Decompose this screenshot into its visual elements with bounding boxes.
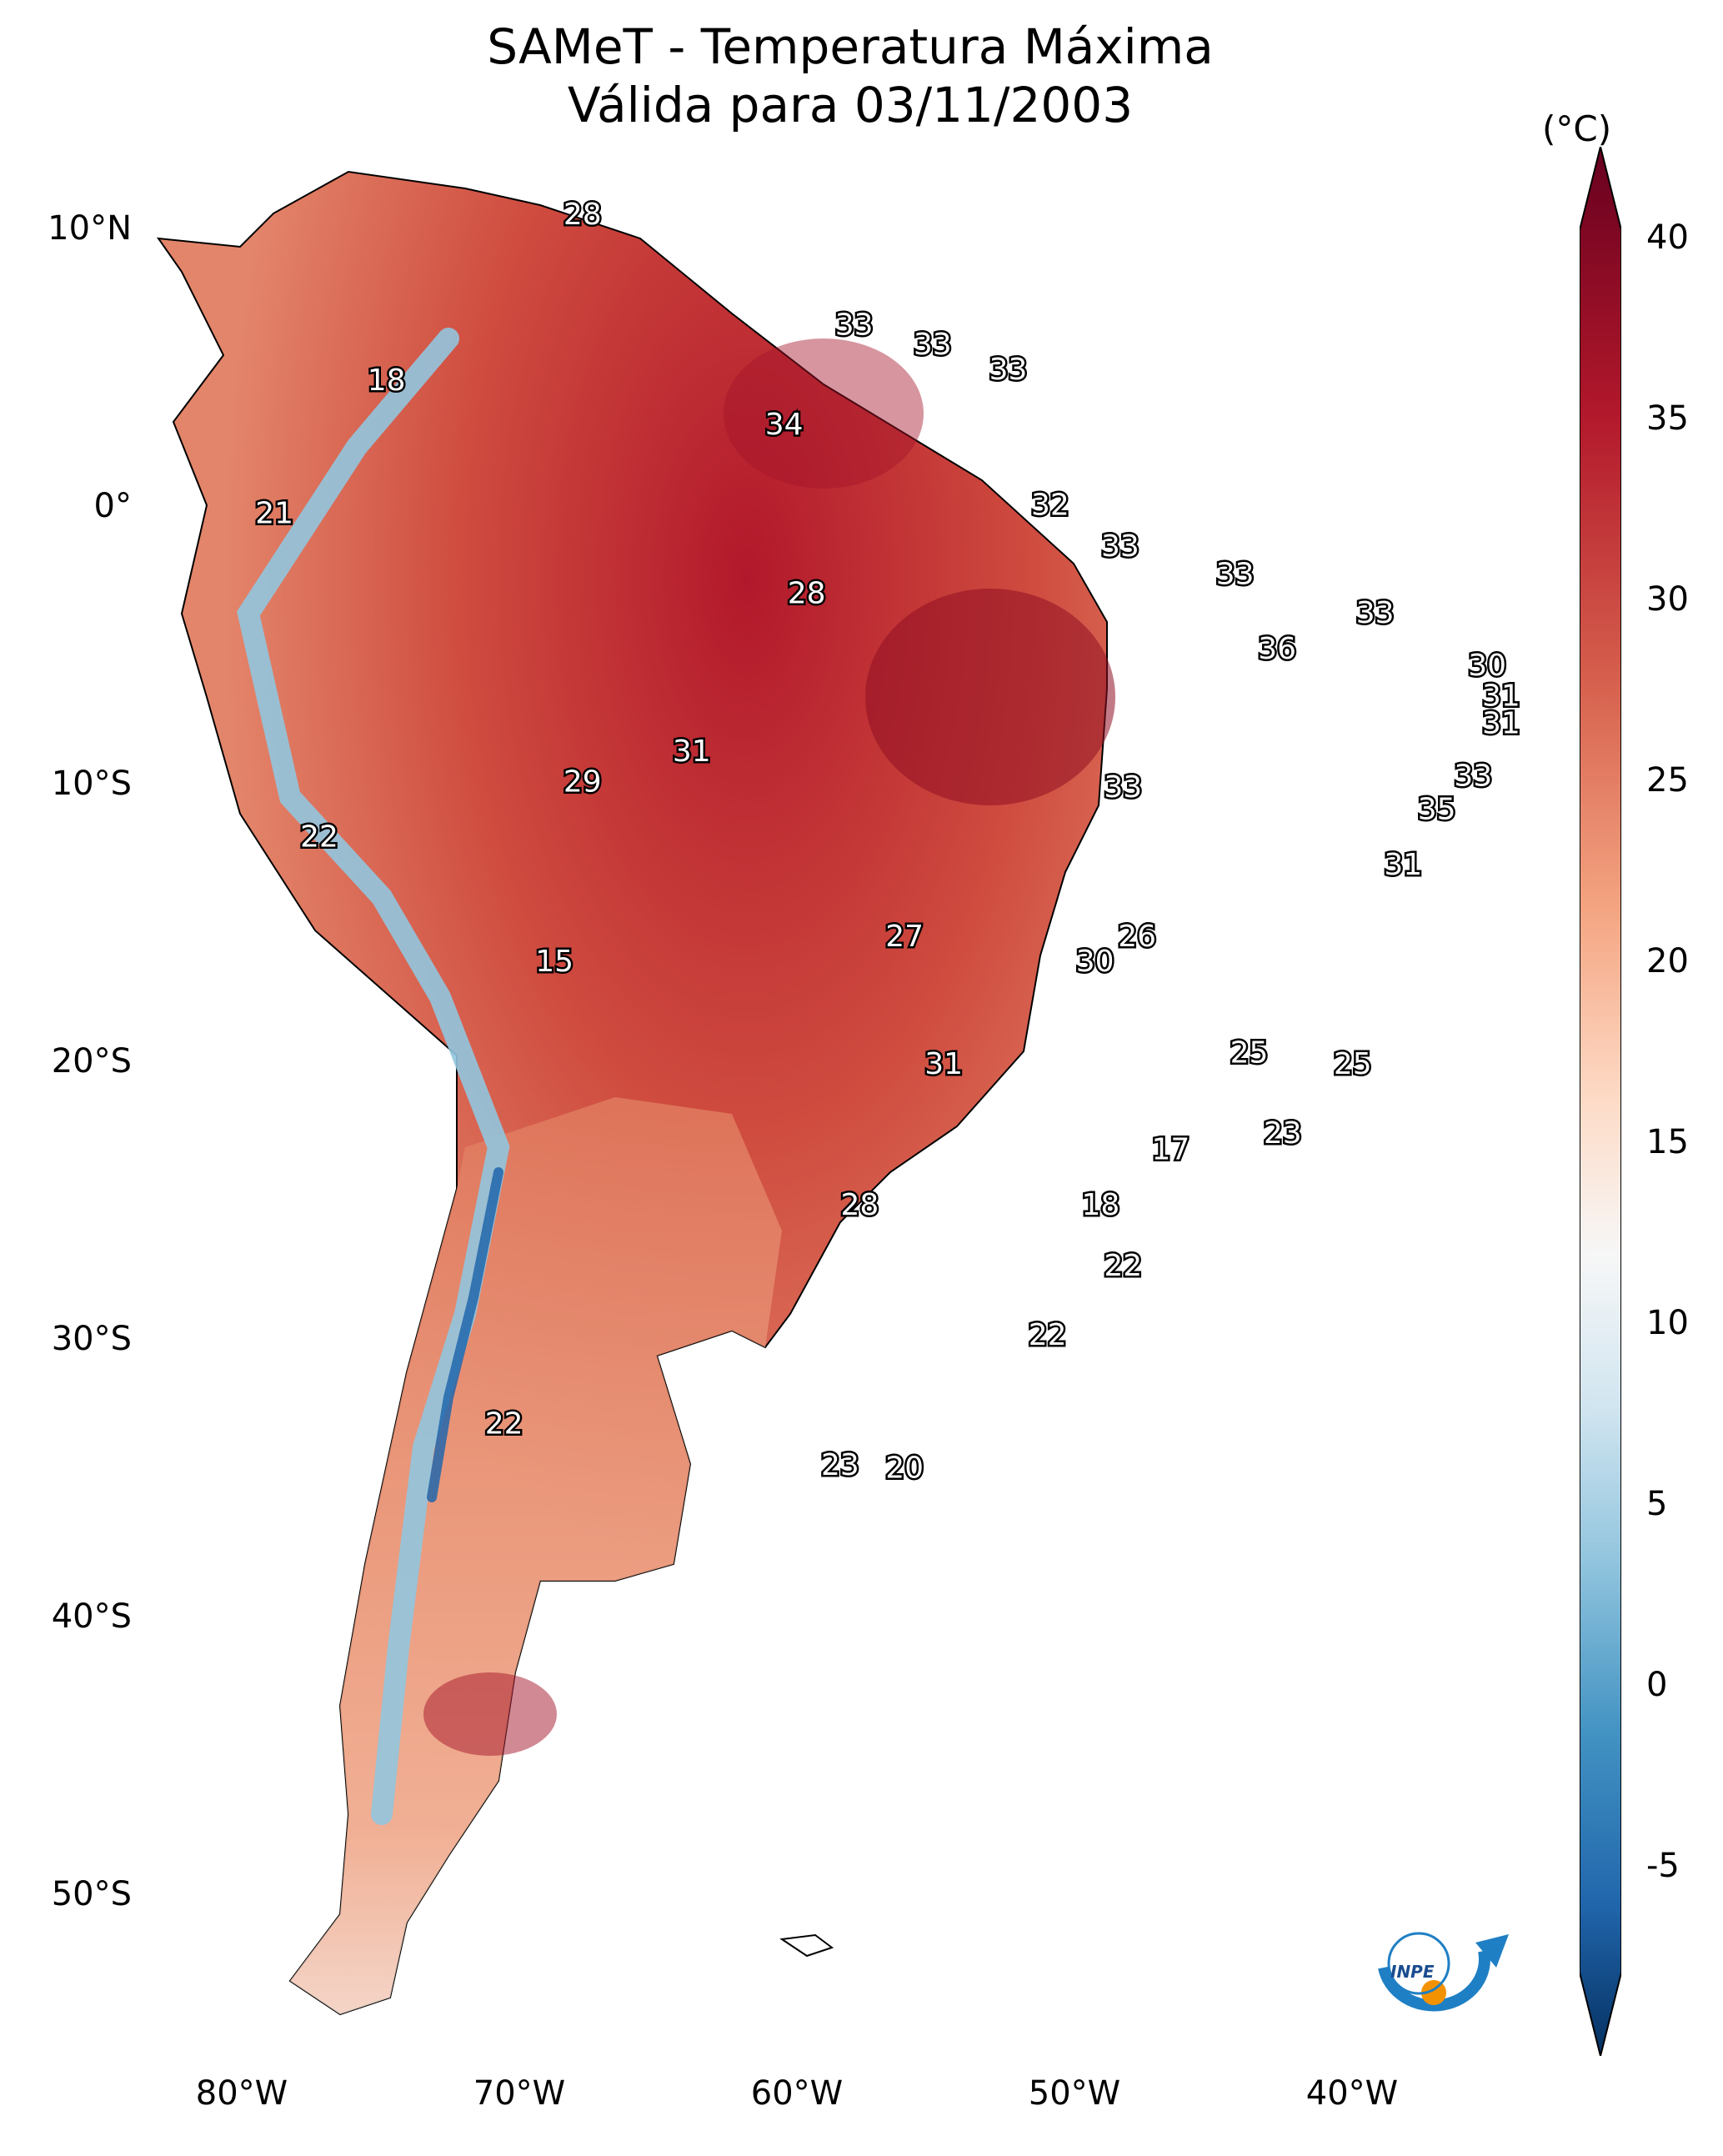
logo-text: INPE [1390, 1962, 1435, 1982]
lat-label: 0° [93, 487, 132, 525]
temperature-label: 33 [1454, 760, 1492, 794]
colorbar [1580, 147, 1621, 2056]
temperature-label: 27 [885, 920, 924, 954]
colorbar-tick: 20 [1646, 942, 1689, 980]
temperature-label: 33 [914, 328, 952, 362]
colorbar-tick: 15 [1646, 1123, 1689, 1161]
logo-ring-icon [1387, 1932, 1450, 1995]
temperature-label: 25 [1230, 1036, 1269, 1070]
temperature-label: 33 [1104, 770, 1142, 805]
lon-label: 50°W [1028, 2074, 1121, 2113]
southern-region [290, 1097, 782, 2014]
colorbar-fill [1580, 147, 1621, 2056]
temperature-label: 21 [255, 496, 293, 530]
logo-dot-icon [1421, 1980, 1446, 2005]
temperature-label: 20 [885, 1451, 924, 1485]
temperature-label: 22 [1029, 1318, 1067, 1352]
logo-arrow-icon [1475, 1934, 1509, 1968]
temperature-label: 28 [840, 1188, 879, 1222]
temperature-label: 28 [788, 577, 826, 611]
lat-label: 10°S [51, 765, 132, 803]
temperature-label: 26 [1118, 920, 1156, 954]
colorbar-tick: 40 [1646, 218, 1689, 257]
temperature-label: 22 [1104, 1249, 1142, 1283]
andes-cold-band [237, 328, 510, 1825]
temperature-label: 31 [924, 1047, 963, 1081]
temperature-label: 17 [1151, 1133, 1190, 1167]
logo-arc-icon [1378, 1949, 1490, 2012]
inpe-logo: INPE [1378, 1932, 1509, 2012]
temperature-label: 30 [1076, 945, 1114, 979]
temperature-label: 31 [1384, 848, 1422, 882]
colorbar-tick: -5 [1646, 1847, 1680, 1885]
lat-label: 40°S [51, 1597, 132, 1636]
temperature-label: 33 [1356, 596, 1395, 630]
temperature-label: 31 [673, 735, 711, 769]
colorbar-tick: 25 [1646, 761, 1689, 800]
hotspot-northeast [865, 589, 1115, 805]
lat-label: 50°S [51, 1875, 132, 1913]
lat-label: 20°S [51, 1042, 132, 1081]
temperature-label: 25 [1334, 1047, 1372, 1081]
chart-subtitle: Válida para 03/11/2003 [567, 77, 1134, 133]
temperature-label: 31 [1482, 679, 1520, 713]
temperature-label: 22 [300, 820, 338, 855]
lat-label: 10°N [48, 209, 132, 248]
temperature-label: 33 [1101, 529, 1139, 564]
temperature-label: 33 [989, 353, 1028, 387]
lon-label: 60°W [750, 2074, 844, 2113]
colorbar-tick: 10 [1646, 1304, 1689, 1342]
temperature-label: 28 [563, 198, 602, 232]
temperature-label: 23 [821, 1448, 859, 1482]
colorbar-tick: 30 [1646, 580, 1689, 619]
colorbar-unit: (°C) [1542, 108, 1612, 149]
falkland-islands [779, 1933, 834, 1958]
andes-coldest-band [427, 1167, 503, 1502]
hotspot-patagonia [423, 1672, 557, 1756]
lon-label: 80°W [195, 2074, 288, 2113]
temperature-label: 18 [1081, 1188, 1119, 1222]
temperature-label: 30 [1468, 649, 1506, 683]
temperature-label: 18 [368, 364, 406, 398]
temperature-label: 15 [535, 945, 573, 979]
temperature-label: 22 [485, 1406, 523, 1441]
colorbar-tick: 0 [1646, 1666, 1668, 1704]
temperature-label: 33 [1216, 557, 1255, 591]
temperature-label: 23 [1264, 1116, 1302, 1151]
temperature-label: 29 [563, 765, 602, 799]
lon-label: 70°W [473, 2074, 566, 2113]
chart-title: SAMeT - Temperatura Máxima [487, 18, 1214, 75]
temperature-label: 33 [835, 308, 874, 343]
lon-label: 40°W [1305, 2074, 1399, 2113]
temperature-label: 32 [1031, 488, 1069, 522]
temperature-label: 36 [1258, 632, 1296, 666]
colorbar-tick: 5 [1646, 1485, 1668, 1523]
temperature-label: 34 [765, 408, 804, 442]
lat-label: 30°S [51, 1320, 132, 1358]
temperature-label: 35 [1418, 793, 1456, 827]
temperature-label: 31 [1482, 707, 1520, 741]
colorbar-tick: 35 [1646, 399, 1689, 438]
hotspot-amazon-north [724, 338, 924, 489]
